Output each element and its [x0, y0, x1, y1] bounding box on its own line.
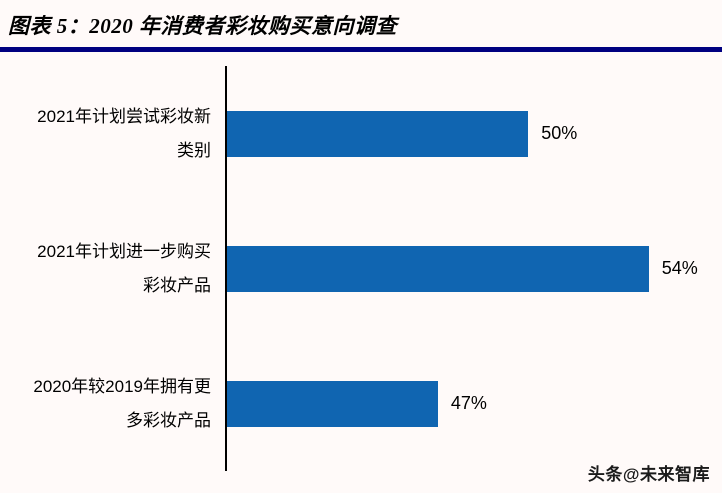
- bar: [227, 245, 649, 292]
- plot-area: 47%: [225, 336, 722, 471]
- value-label: 50%: [541, 123, 578, 143]
- category-label: 2021年计划尝试彩妆新类别: [37, 107, 211, 160]
- value-label: 54%: [661, 258, 698, 278]
- category-label: 2020年较2019年拥有更多彩妆产品: [33, 377, 211, 430]
- category-label: 2021年计划进一步购买彩妆产品: [37, 242, 211, 295]
- figure-header: 图表 5：2020 年消费者彩妆购买意向调查: [0, 0, 722, 52]
- bar: [227, 380, 438, 427]
- bar-chart: 2021年计划尝试彩妆新类别 50% 2021年计划进一步购买彩妆产品 54%: [0, 66, 722, 471]
- plot-area: 50%: [225, 66, 722, 201]
- chart-title: 图表 5：2020 年消费者彩妆购买意向调查: [8, 14, 397, 38]
- chart-row: 2021年计划尝试彩妆新类别 50%: [0, 66, 722, 201]
- chart-row: 2021年计划进一步购买彩妆产品 54%: [0, 201, 722, 336]
- watermark: 头条@未来智库: [587, 465, 710, 484]
- bar: [227, 110, 529, 157]
- value-label: 47%: [450, 393, 487, 413]
- plot-area: 54%: [225, 201, 722, 336]
- chart-row: 2020年较2019年拥有更多彩妆产品 47%: [0, 336, 722, 471]
- title-underline: [0, 47, 722, 52]
